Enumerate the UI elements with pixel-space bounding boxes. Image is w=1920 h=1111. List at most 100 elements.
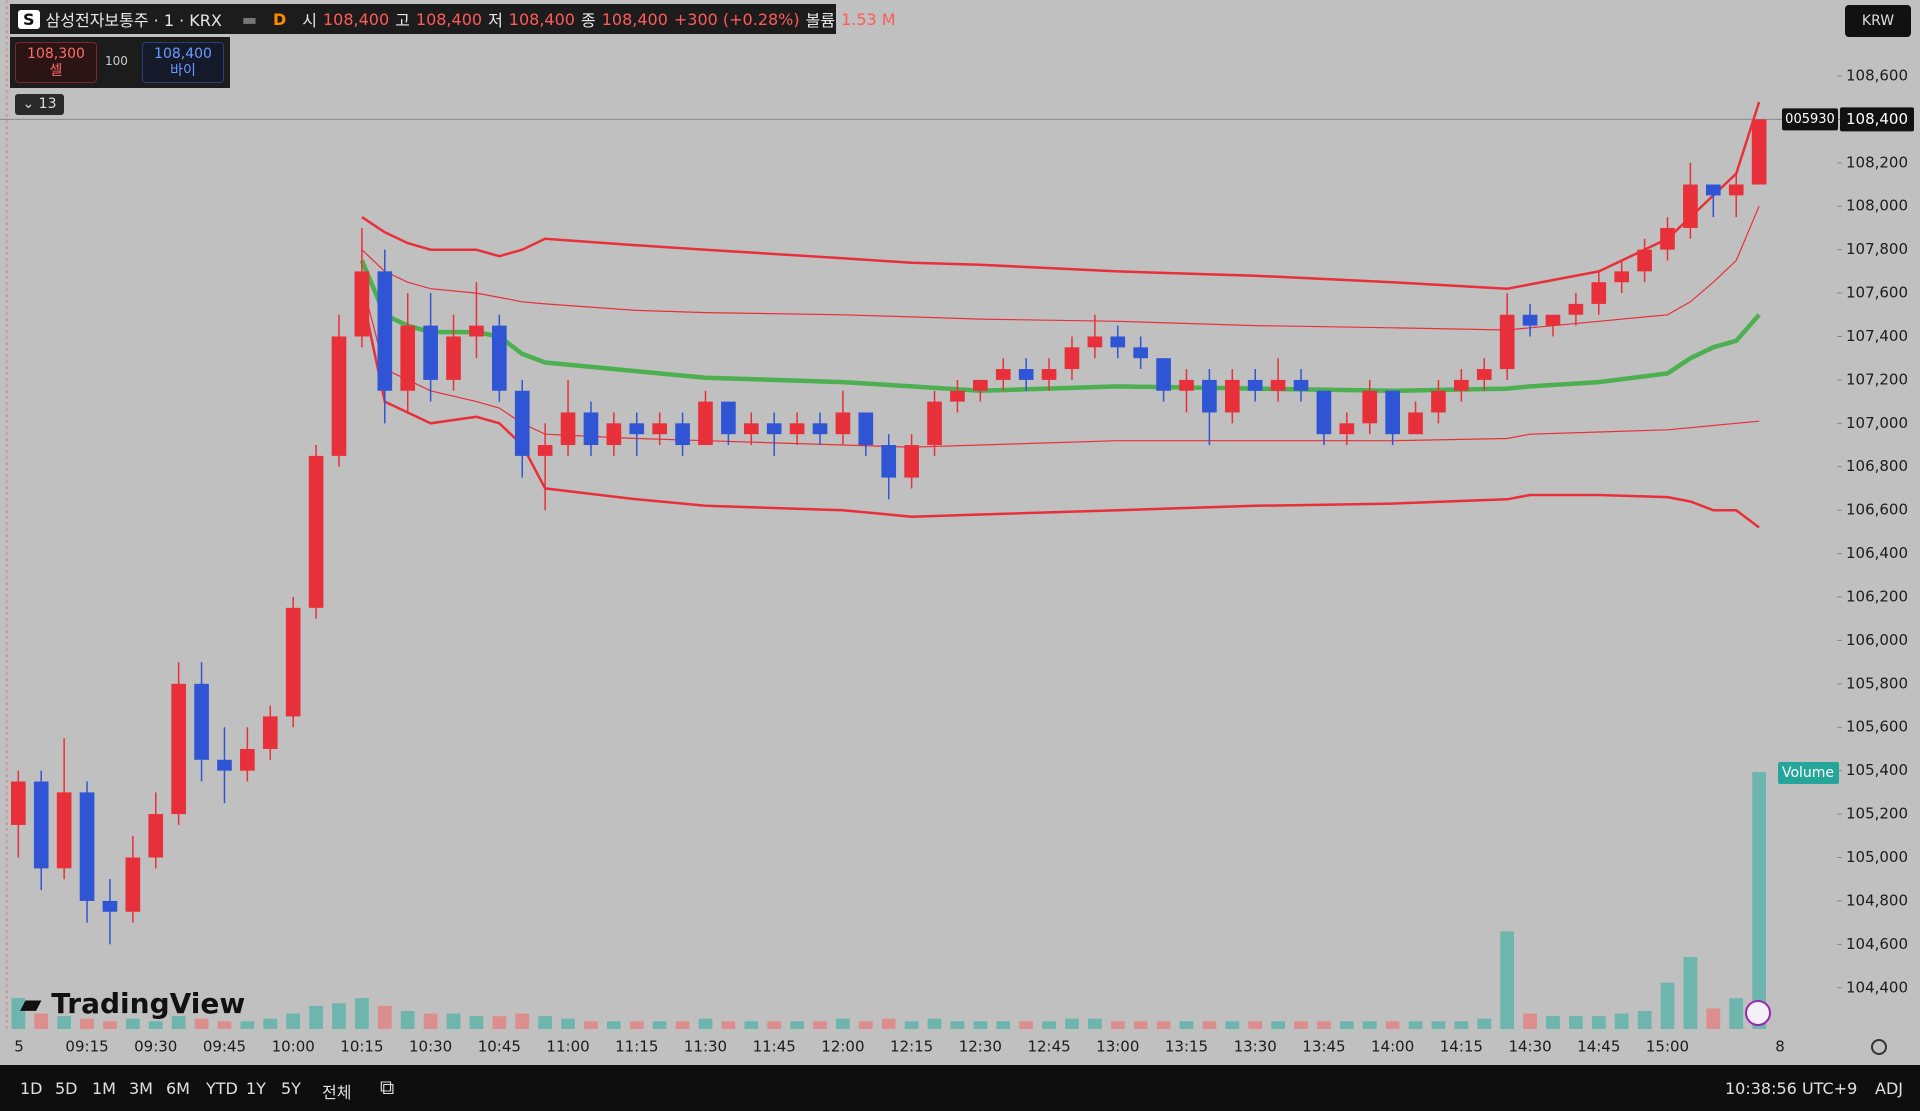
candle-body: [1224, 379, 1240, 413]
volume-bar: [973, 1021, 988, 1029]
volume-bar: [698, 1018, 713, 1029]
settings-icon: [1871, 1039, 1887, 1055]
x-tick-label: 5: [14, 1038, 24, 1056]
volume-bar: [332, 1003, 346, 1029]
volume-bar: [790, 1021, 804, 1029]
x-tick-label: 12:00: [821, 1038, 864, 1056]
volume-bar: [1408, 1021, 1423, 1029]
volume-bar: [469, 1016, 484, 1029]
volume-bar: [1156, 1021, 1171, 1029]
y-tick-label: 105,800: [1846, 674, 1908, 692]
range-button[interactable]: 6M: [166, 1079, 190, 1098]
volume-bar: [1431, 1021, 1446, 1029]
value: 108,400: [508, 9, 575, 29]
x-tick-label: 10:15: [340, 1038, 383, 1056]
candle-body: [881, 445, 897, 478]
x-tick-label: 11:30: [684, 1038, 727, 1056]
symbol[interactable]: 삼성전자보통주 · 1 · KRX: [45, 11, 222, 30]
indicators-toggle[interactable]: ⌄ 13: [15, 94, 64, 115]
clock: 10:38:56 UTC+9: [1725, 1079, 1858, 1098]
date-range-icon[interactable]: ⧉: [380, 1075, 395, 1099]
buy-button[interactable]: 108,400 바이: [142, 42, 224, 83]
range-button[interactable]: 1Y: [246, 1079, 266, 1098]
x-tick-label: 09:30: [134, 1038, 177, 1056]
volume-bar: [1385, 1021, 1400, 1029]
candle-body: [1591, 282, 1607, 304]
y-tick-label: 104,600: [1846, 935, 1908, 953]
range-button[interactable]: 5Y: [281, 1079, 301, 1098]
sell-button[interactable]: 108,300 셀: [15, 42, 97, 83]
range-button[interactable]: 5D: [55, 1079, 78, 1098]
candle-body: [1728, 184, 1744, 196]
candle-body: [1202, 379, 1217, 413]
x-tick-label: 12:30: [959, 1038, 1002, 1056]
candle-body: [1568, 303, 1584, 315]
volume-bar: [1042, 1021, 1056, 1029]
x-tick-label: 09:45: [203, 1038, 246, 1056]
volume-bar: [767, 1021, 782, 1029]
volume-bar: [629, 1021, 644, 1029]
candle-body: [469, 325, 484, 337]
candle-body: [560, 412, 576, 446]
candle-body: [1660, 227, 1675, 250]
volume-bar: [1454, 1021, 1469, 1029]
volume-bar: [1110, 1021, 1125, 1029]
candle-body: [1064, 347, 1080, 370]
symbol-tag: 005930: [1785, 112, 1835, 127]
x-tick-label: 14:15: [1440, 1038, 1483, 1056]
sell-label: 셀: [49, 63, 63, 79]
label: 종: [580, 11, 596, 30]
volume-label-bg: [1778, 762, 1839, 784]
currency[interactable]: KRW: [1845, 5, 1911, 37]
candle-body: [629, 423, 645, 435]
candle-body: [79, 792, 95, 901]
range-button[interactable]: 1D: [20, 1079, 43, 1098]
candle-body: [1385, 390, 1400, 435]
candle-body: [1614, 271, 1630, 283]
y-tick-label: 107,200: [1846, 370, 1908, 388]
logo-text: TradingView: [51, 987, 246, 1020]
adjust[interactable]: ADJ: [1875, 1079, 1903, 1098]
value: 108,400: [322, 9, 390, 29]
y-tick-label: 105,200: [1846, 805, 1908, 823]
candle-body: [1087, 336, 1103, 348]
volume-bar: [1660, 982, 1675, 1029]
volume-bar: [1202, 1021, 1217, 1029]
trade-panel: 108,300 셀 100 108,400 바이: [10, 37, 230, 88]
volume-bar: [1569, 1016, 1583, 1029]
range-button[interactable]: 1M: [92, 1079, 116, 1098]
volume-bar: [423, 1013, 438, 1029]
buy-price: 108,400: [154, 46, 212, 62]
candle-body: [835, 412, 851, 435]
range-button[interactable]: 3M: [129, 1079, 153, 1098]
volume-bar: [1523, 1013, 1537, 1029]
range-button[interactable]: 전체: [322, 1083, 352, 1102]
candle-body: [995, 369, 1011, 380]
range-button[interactable]: YTD: [206, 1079, 238, 1098]
candle-body: [56, 792, 72, 869]
volume-bar: [1133, 1021, 1148, 1029]
symbol-header: S 삼성전자보통주 · 1 · KRX ▬ D 시 108,400 고 108,40…: [10, 4, 896, 34]
y-tick-label: 108,000: [1846, 197, 1908, 215]
candle-body: [1362, 390, 1378, 424]
indicators-count: 13: [38, 96, 57, 112]
volume-bar: [11, 998, 26, 1029]
x-tick-label: 12:15: [890, 1038, 933, 1056]
candle-body: [446, 336, 461, 380]
band-line: [360, 292, 1760, 529]
buy-label: 바이: [170, 63, 196, 79]
x-tick-label: 13:45: [1302, 1038, 1345, 1056]
volume-bar: [858, 1021, 873, 1029]
x-tick-label: 11:00: [546, 1038, 589, 1056]
volume-bar: [240, 1021, 255, 1029]
volume-bar: [400, 1011, 415, 1029]
volume-bar: [652, 1021, 667, 1029]
y-tick-label: 107,000: [1846, 414, 1908, 432]
y-tick-label: 105,000: [1846, 848, 1908, 866]
volume-bar: [813, 1021, 827, 1029]
volume-bar: [492, 1016, 507, 1029]
volume-bar: [1706, 1008, 1721, 1029]
price-tag: 108,400: [1846, 110, 1908, 128]
volume-bar: [1362, 1021, 1377, 1029]
candle-body: [1179, 379, 1194, 391]
